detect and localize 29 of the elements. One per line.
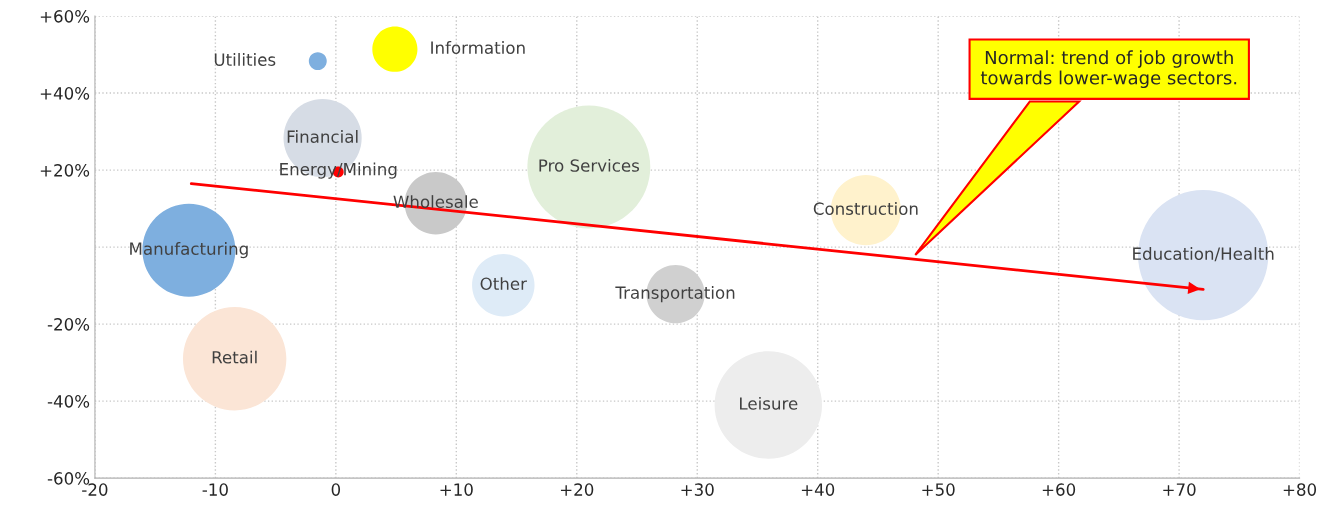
y-tick-label: -60%	[47, 472, 90, 485]
x-tick-label: -10	[202, 483, 228, 496]
x-tick-label: -20	[82, 483, 108, 496]
annotation: Normal: trend of job growth towards lower-wage sectors.	[980, 50, 1237, 89]
x-tick-label: +40	[801, 483, 835, 496]
x-tick-label: +20	[560, 483, 594, 496]
y-tick-label: -20%	[47, 318, 90, 331]
series-label: Education/Health	[1133, 247, 1274, 262]
series-label: Information	[431, 41, 525, 55]
x-tick-label: +60	[1042, 483, 1076, 496]
y-tick-label: -40%	[47, 395, 90, 408]
y-tick-label: +40%	[40, 87, 90, 100]
text: Utilities	[214, 53, 276, 66]
x-tick-label: +10	[440, 483, 473, 496]
series-label: Financial	[287, 130, 358, 143]
series-label: Pro Services	[539, 158, 640, 172]
x-tick-label: +80	[1283, 483, 1317, 496]
series-label: Wholesale	[393, 195, 478, 209]
x-tick-label: +30	[681, 483, 714, 496]
y-tick-label: +60%	[40, 10, 90, 23]
y-tick-label: +20%	[40, 164, 90, 177]
x-tick-label: 0	[331, 483, 341, 496]
series-label: Leisure	[740, 396, 798, 410]
x-tick-label: +50	[922, 483, 955, 496]
series-label: Transportation	[615, 286, 735, 303]
x-tick-label: +70	[1163, 483, 1196, 496]
series-label: Retail	[212, 350, 257, 364]
series-label: Other	[480, 277, 527, 291]
series-label: Construction	[813, 202, 918, 215]
